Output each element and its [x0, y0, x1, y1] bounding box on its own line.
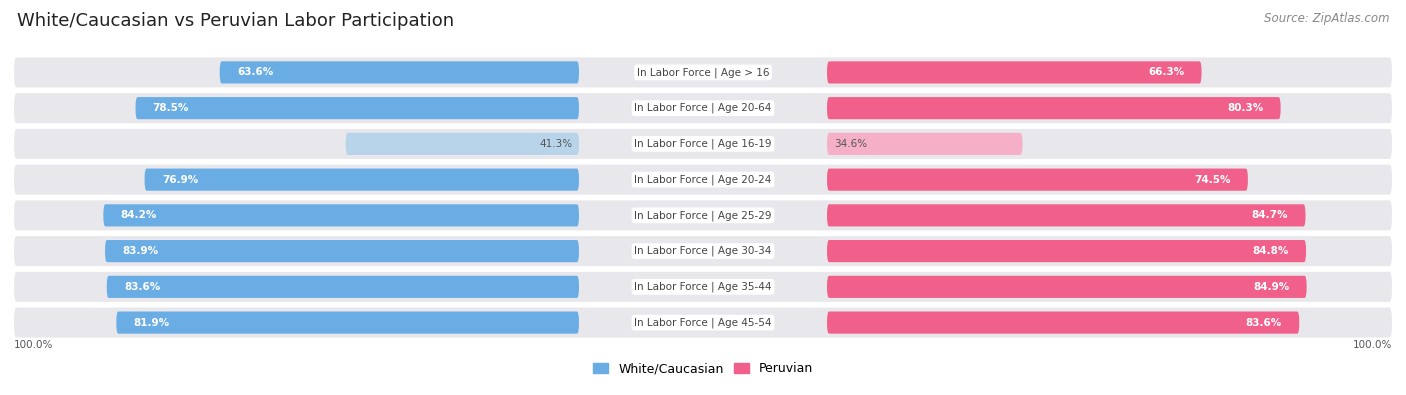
FancyBboxPatch shape [827, 312, 1299, 334]
Text: 100.0%: 100.0% [14, 340, 53, 350]
Text: 76.9%: 76.9% [162, 175, 198, 184]
Text: Source: ZipAtlas.com: Source: ZipAtlas.com [1264, 12, 1389, 25]
Text: 41.3%: 41.3% [538, 139, 572, 149]
FancyBboxPatch shape [107, 276, 579, 298]
Text: 84.9%: 84.9% [1253, 282, 1289, 292]
Text: 83.9%: 83.9% [122, 246, 159, 256]
Text: 63.6%: 63.6% [238, 68, 273, 77]
FancyBboxPatch shape [135, 97, 579, 119]
Text: 78.5%: 78.5% [153, 103, 190, 113]
FancyBboxPatch shape [827, 204, 1306, 226]
FancyBboxPatch shape [827, 276, 1306, 298]
FancyBboxPatch shape [14, 200, 1392, 230]
Text: In Labor Force | Age 30-34: In Labor Force | Age 30-34 [634, 246, 772, 256]
FancyBboxPatch shape [14, 93, 1392, 123]
FancyBboxPatch shape [14, 308, 1392, 338]
FancyBboxPatch shape [219, 61, 579, 83]
FancyBboxPatch shape [827, 133, 1022, 155]
Text: 80.3%: 80.3% [1227, 103, 1264, 113]
Text: 84.2%: 84.2% [121, 211, 157, 220]
Text: 83.6%: 83.6% [124, 282, 160, 292]
Text: 100.0%: 100.0% [1353, 340, 1392, 350]
FancyBboxPatch shape [14, 272, 1392, 302]
Text: In Labor Force | Age 45-54: In Labor Force | Age 45-54 [634, 317, 772, 328]
FancyBboxPatch shape [14, 129, 1392, 159]
FancyBboxPatch shape [827, 240, 1306, 262]
FancyBboxPatch shape [145, 169, 579, 191]
FancyBboxPatch shape [827, 169, 1249, 191]
FancyBboxPatch shape [346, 133, 579, 155]
Text: 66.3%: 66.3% [1149, 68, 1184, 77]
FancyBboxPatch shape [827, 61, 1202, 83]
Text: In Labor Force | Age 20-64: In Labor Force | Age 20-64 [634, 103, 772, 113]
Text: In Labor Force | Age 25-29: In Labor Force | Age 25-29 [634, 210, 772, 221]
Text: In Labor Force | Age 35-44: In Labor Force | Age 35-44 [634, 282, 772, 292]
FancyBboxPatch shape [103, 204, 579, 226]
FancyBboxPatch shape [117, 312, 579, 334]
Text: In Labor Force | Age 16-19: In Labor Force | Age 16-19 [634, 139, 772, 149]
FancyBboxPatch shape [827, 97, 1281, 119]
FancyBboxPatch shape [14, 57, 1392, 87]
FancyBboxPatch shape [14, 165, 1392, 195]
Text: 84.8%: 84.8% [1253, 246, 1289, 256]
Text: In Labor Force | Age 20-24: In Labor Force | Age 20-24 [634, 174, 772, 185]
Text: 81.9%: 81.9% [134, 318, 170, 327]
Text: 83.6%: 83.6% [1246, 318, 1282, 327]
Text: White/Caucasian vs Peruvian Labor Participation: White/Caucasian vs Peruvian Labor Partic… [17, 12, 454, 30]
Text: In Labor Force | Age > 16: In Labor Force | Age > 16 [637, 67, 769, 78]
Legend: White/Caucasian, Peruvian: White/Caucasian, Peruvian [588, 357, 818, 380]
Text: 84.7%: 84.7% [1251, 211, 1288, 220]
FancyBboxPatch shape [105, 240, 579, 262]
FancyBboxPatch shape [14, 236, 1392, 266]
Text: 74.5%: 74.5% [1194, 175, 1230, 184]
Text: 34.6%: 34.6% [834, 139, 868, 149]
